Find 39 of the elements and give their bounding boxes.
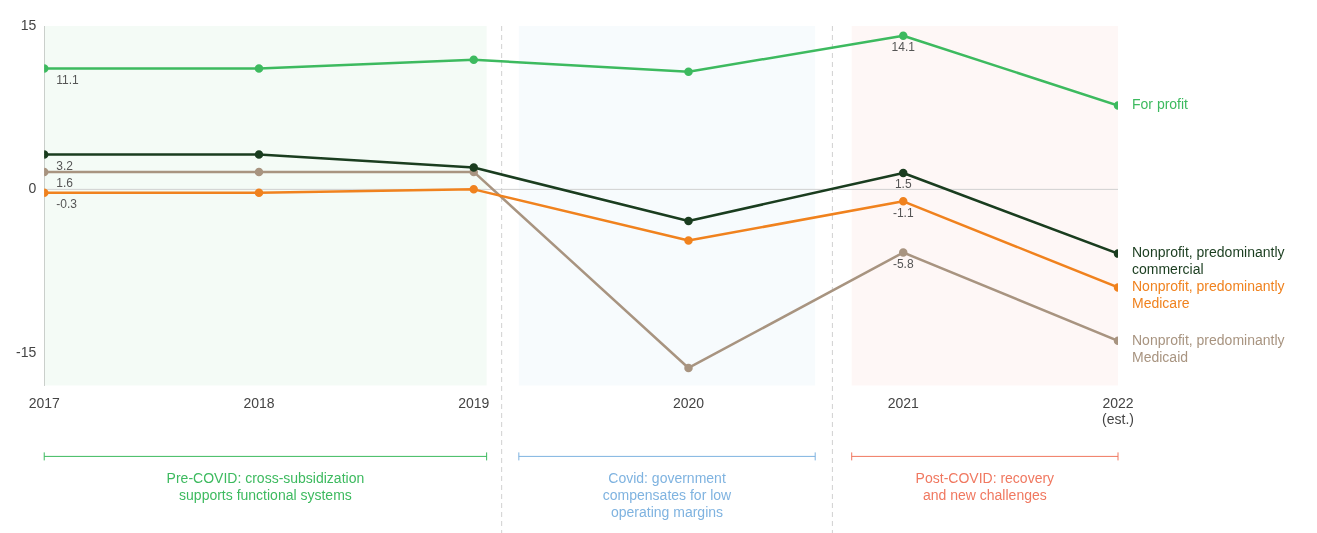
x-tick-label: 2018 <box>243 394 275 411</box>
band-label: Covid: government compensates for low operating margins <box>602 470 733 521</box>
data-label: -5.8 <box>892 256 914 271</box>
point <box>899 248 908 257</box>
y-tick-label: -15 <box>16 343 37 360</box>
point <box>899 31 908 41</box>
point <box>684 216 693 226</box>
point <box>254 188 264 197</box>
band-label: Post-COVID: recovery and new challenges <box>915 470 1055 504</box>
y-tick-label: 15 <box>20 16 37 33</box>
point <box>899 197 908 206</box>
x-tick-label: 2021 <box>887 394 920 411</box>
x-tick-label: 2019 <box>458 394 490 411</box>
data-label: 1.6 <box>56 176 74 191</box>
data-label: -1.1 <box>892 205 914 220</box>
series-label: Nonprofit, predominantly commercial <box>1132 244 1285 278</box>
point <box>469 55 478 65</box>
data-label: -0.3 <box>56 196 78 211</box>
data-label: 14.1 <box>891 40 916 55</box>
data-label: 11.1 <box>56 72 80 87</box>
data-label: 3.2 <box>56 158 74 173</box>
point <box>254 150 264 159</box>
y-tick-label: 0 <box>28 180 37 197</box>
series-label: For profit <box>1132 96 1189 113</box>
data-label: 1.5 <box>894 177 912 192</box>
point <box>684 363 693 373</box>
point <box>684 236 693 245</box>
point <box>254 64 264 73</box>
x-tick-label: 2017 <box>28 394 61 411</box>
point <box>469 185 478 194</box>
x-tick-label: 2022 (est.) <box>1102 394 1134 428</box>
point <box>899 168 908 178</box>
series-label: Nonprofit, predominantly Medicaid <box>1132 331 1285 365</box>
series-label: Nonprofit, predominantly Medicare <box>1132 278 1285 312</box>
x-tick-label: 2020 <box>672 394 705 411</box>
point <box>684 67 693 76</box>
point <box>254 167 264 177</box>
band-label: Pre-COVID: cross-subsidization supports functional systems <box>166 470 365 504</box>
point <box>469 163 478 172</box>
